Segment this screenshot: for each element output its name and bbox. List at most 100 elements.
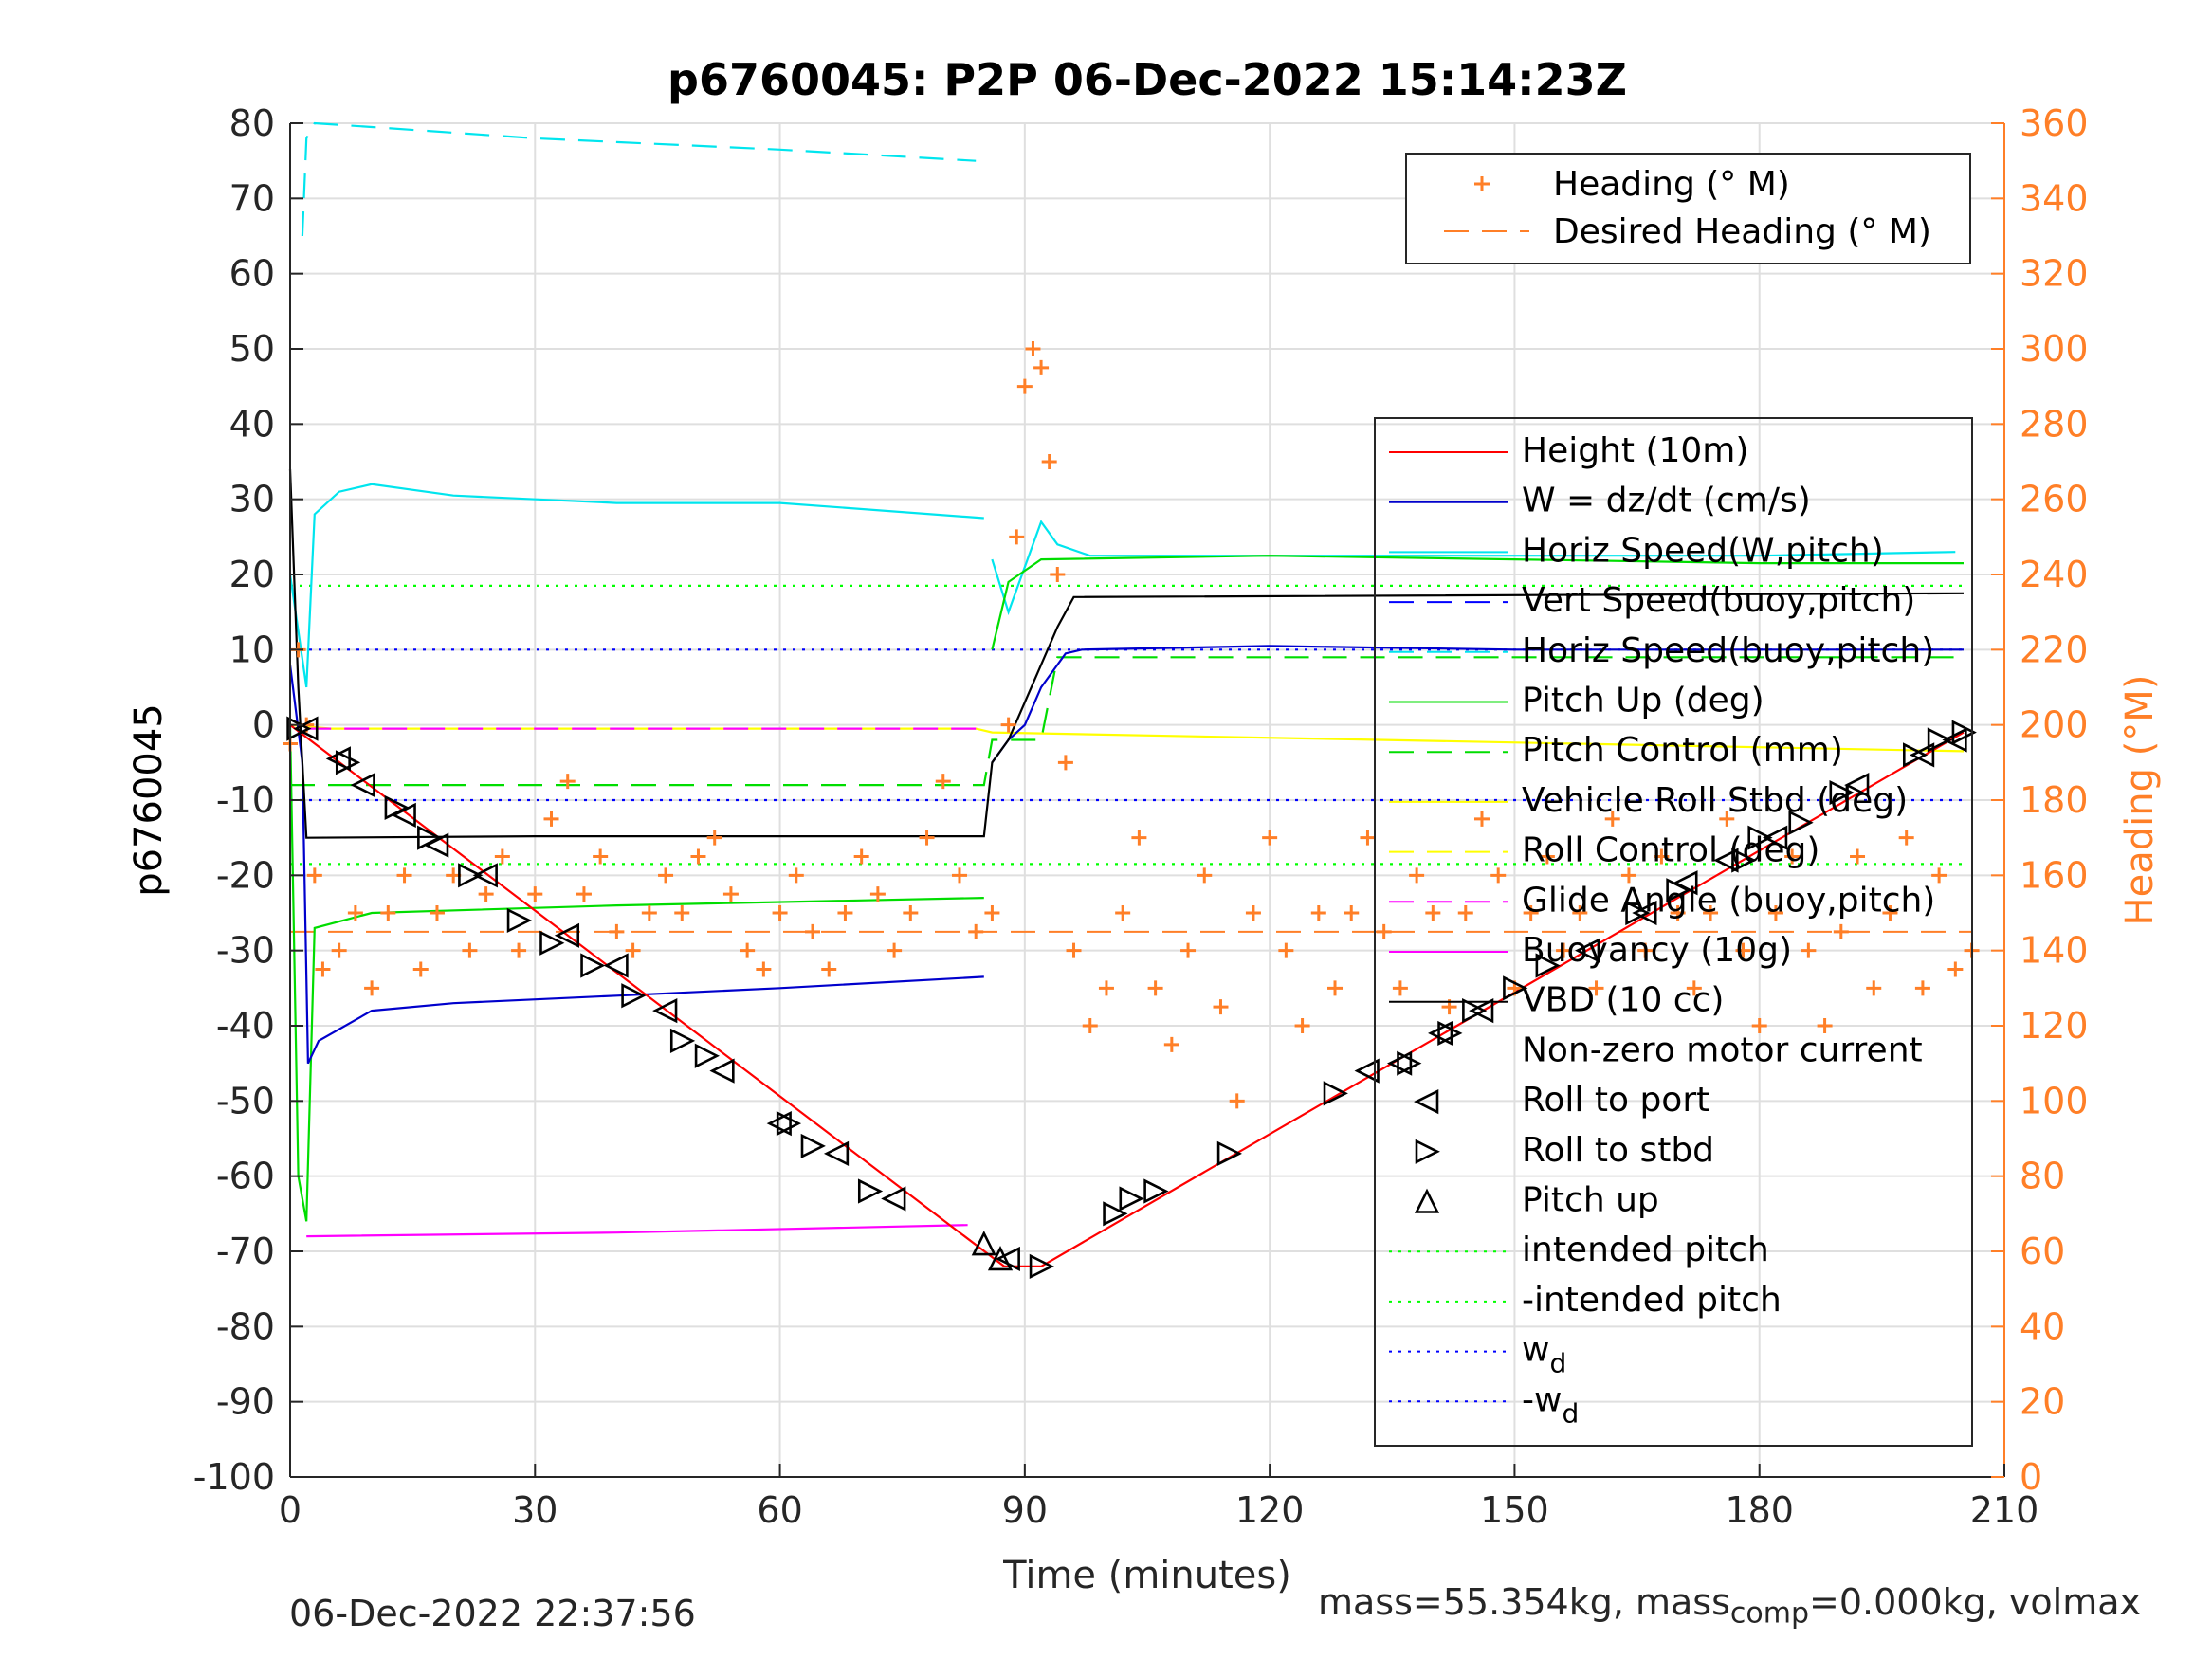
heading-marker (1409, 867, 1425, 884)
heading-marker (951, 867, 967, 884)
y-right-tick-label: 20 (2020, 1381, 2065, 1423)
legend-entry-label: VBD (10 cc) (1522, 981, 1724, 1020)
y-tick-label: -70 (216, 1231, 275, 1272)
roll-to-port-marker (1942, 727, 1967, 753)
x-tick-label: 150 (1480, 1489, 1549, 1531)
heading-marker (1473, 811, 1490, 827)
heading-marker (1539, 848, 1555, 865)
roll-to-port-marker (1632, 900, 1657, 926)
heading-marker (576, 886, 592, 902)
heading-marker (1588, 980, 1604, 996)
heading-marker (1057, 755, 1073, 771)
y-right-tick-label: 320 (2020, 253, 2089, 295)
heading-marker (919, 830, 935, 846)
heading-marker (543, 811, 559, 827)
grid (289, 122, 2005, 1478)
y-tick-label: 10 (229, 629, 275, 670)
roll-to-port-marker (1469, 998, 1494, 1024)
roll-to-port-marker (603, 953, 629, 978)
x-tick-label: 180 (1725, 1489, 1794, 1531)
heading-marker (1620, 867, 1636, 884)
roll-to-stbd-marker (580, 953, 606, 978)
legend-entry-label: Buoyancy (10g) (1522, 931, 1792, 970)
roll-to-stbd-marker (1462, 998, 1488, 1024)
y-right-tick-label: 240 (2020, 554, 2089, 595)
x-tick-label: 90 (1002, 1489, 1048, 1531)
x-tick-label: 210 (1970, 1489, 2039, 1531)
roll-to-stbd-marker (417, 825, 443, 850)
heading-marker (1082, 1018, 1098, 1033)
horiz-speed-line (288, 483, 984, 688)
heading-marker (1801, 942, 1817, 958)
legend-entry-label: Horiz Speed(buoy,pitch) (1522, 631, 1934, 670)
heading-marker (740, 942, 756, 958)
footer-mass-suffix: =0.000kg, volmax (1809, 1581, 2142, 1623)
legend-heading-marker (1474, 176, 1490, 191)
legend-entry-label: Roll to stbd (1522, 1131, 1714, 1170)
heading-marker (1457, 905, 1473, 921)
heading-marker (1784, 848, 1801, 865)
heading-marker (462, 942, 478, 958)
roll-to-port-marker (766, 1111, 792, 1137)
roll-to-port-marker (1386, 1050, 1413, 1076)
chart-title: p6760045: P2P 06-Dec-2022 15:14:23Z (667, 54, 1627, 105)
roll-to-stbd-marker (1788, 810, 1814, 835)
y-tick-label: 80 (229, 102, 275, 144)
roll-to-port-marker (1844, 773, 1870, 798)
roll-to-port-marker (1575, 938, 1600, 963)
y-tick-label: -10 (216, 779, 275, 821)
heading-marker (805, 923, 821, 939)
y-tick-label: 40 (229, 403, 275, 445)
roll-to-stbd-marker (1119, 1186, 1144, 1212)
heading-marker (1523, 905, 1539, 921)
legend-entry-label: Pitch up (1522, 1181, 1659, 1220)
roll-to-port-marker (1428, 1020, 1453, 1047)
legend-entry-subscript: d (1562, 1397, 1579, 1429)
heading-marker (772, 905, 788, 921)
y-tick-label: -50 (216, 1080, 275, 1121)
roll-to-stbd-marker (1103, 1201, 1128, 1227)
legend-entry-label: Vert Speed(buoy,pitch) (1522, 581, 1915, 620)
heading-marker (1025, 341, 1041, 356)
heading-marker (1115, 905, 1131, 921)
roll-to-port-marker (554, 922, 580, 948)
y-tick-label: -60 (216, 1156, 275, 1197)
heading-marker (1131, 830, 1147, 846)
heading-marker (1009, 529, 1025, 545)
heading-marker (1000, 717, 1016, 733)
roll-to-stbd-marker (1731, 848, 1757, 873)
heading-marker (478, 886, 494, 902)
legend-entry-label: Pitch Up (deg) (1522, 682, 1764, 720)
heading-marker (1197, 867, 1213, 884)
heading-marker (1556, 942, 1572, 958)
y-tick-label: -40 (216, 1005, 275, 1047)
roll-to-stbd-marker (1323, 1081, 1348, 1106)
legend-entry-label: Horiz Speed(W,pitch) (1522, 531, 1884, 570)
legend-entry-label: Non-zero motor current (1522, 1030, 1923, 1069)
legend-entry-label: Vehicle Roll Stbd (deg) (1522, 781, 1908, 820)
heading-marker (756, 961, 772, 977)
roll-to-stbd-marker (800, 1133, 826, 1159)
y-right-tick-label: 340 (2020, 177, 2089, 219)
roll-to-port-marker (823, 1140, 850, 1166)
roll-to-port-marker (881, 1186, 906, 1212)
roll-to-stbd-marker (1829, 779, 1855, 806)
heading-marker (1033, 359, 1050, 375)
heading-marker (527, 886, 543, 902)
y-right-tick-label: 360 (2020, 102, 2089, 144)
y-tick-label: 60 (229, 253, 275, 295)
y-right-tick-label: 0 (2020, 1456, 2042, 1498)
heading-marker (364, 980, 380, 996)
heading-marker (690, 848, 706, 865)
heading-marker (1050, 567, 1066, 582)
x-tick-label: 0 (279, 1489, 302, 1531)
heading-marker (609, 923, 625, 939)
heading-marker (494, 848, 510, 865)
legend-entry-sample (1414, 1088, 1439, 1115)
heading-marker (821, 961, 837, 977)
heading-marker (1213, 999, 1229, 1015)
height-line (289, 723, 1965, 1268)
y-right-tick-label: 180 (2020, 779, 2089, 821)
heading-marker (1278, 942, 1294, 958)
pitch-control-line (290, 656, 1964, 787)
